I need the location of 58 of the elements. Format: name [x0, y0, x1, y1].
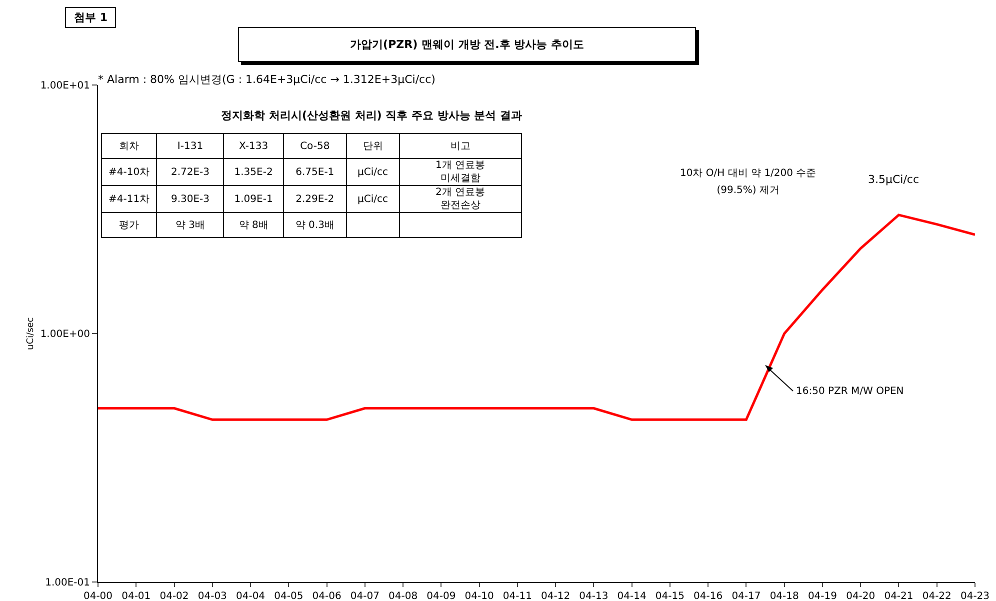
- annotation: * Alarm : 80% 임시변경(G : 1.64E+3µCi/cc → 1.312E+3µCi/cc): [98, 72, 436, 87]
- annotation: 1.35E-2: [224, 158, 284, 186]
- x-tick-label: 04-21: [884, 591, 914, 601]
- annotation: 회차: [102, 134, 157, 158]
- x-tick-label: 04-07: [350, 591, 380, 601]
- annotation: 3.5µCi/cc: [868, 173, 920, 186]
- line-series: [98, 214, 975, 421]
- x-tick-label: 04-20: [846, 591, 876, 601]
- annotation: 약 0.3배: [283, 212, 347, 238]
- text: 첨부 1: [65, 7, 116, 28]
- annotation: #4-10차: [102, 158, 157, 186]
- y-tick-label: 1.00E+01: [40, 80, 90, 92]
- x-tick-label: 04-08: [388, 591, 418, 601]
- x-tick-label: 04-11: [502, 591, 532, 601]
- annotation: 2개 연료봉 완전손상: [399, 186, 522, 212]
- x-tick-label: 04-05: [274, 591, 304, 601]
- x-tick-label: 04-23: [960, 591, 990, 601]
- annotation: 6.75E-1: [283, 158, 347, 186]
- y-tick-label: 1.00E+00: [40, 329, 90, 340]
- chart-title: 가압기(PZR) 맨웨이 개방 전.후 방사능 추이도: [238, 27, 696, 62]
- x-tick-label: 04-03: [198, 591, 227, 601]
- annotation: 평가: [102, 212, 157, 238]
- annotation: 2.72E-3: [156, 158, 224, 186]
- x-tick-label: 04-16: [694, 591, 723, 601]
- x-tick-label: 04-17: [732, 591, 761, 601]
- x-tick-label: 04-02: [160, 591, 189, 601]
- x-tick-label: 04-06: [312, 591, 342, 601]
- x-tick-label: 04-09: [426, 591, 456, 601]
- annotation: #4-11차: [102, 186, 157, 212]
- annotation: 비고: [399, 134, 522, 158]
- x-tick-label: 04-04: [236, 591, 266, 601]
- x-tick-label: 04-01: [122, 591, 151, 601]
- annotation: 16:50 PZR M/W OPEN: [796, 386, 904, 397]
- y-axis-title: uCi/sec: [26, 317, 36, 350]
- annotation: µCi/cc: [346, 186, 400, 212]
- y-tick-label: 1.00E-01: [45, 578, 90, 588]
- annotation: I-131: [156, 134, 224, 158]
- annotation: µCi/cc: [346, 158, 400, 186]
- annotation: 1.09E-1: [224, 186, 284, 212]
- x-tick-label: 04-13: [579, 591, 608, 601]
- x-tick-label: 04-19: [808, 591, 838, 601]
- annotation: 약 8배: [224, 212, 284, 238]
- x-tick-label: 04-18: [770, 591, 799, 601]
- text: 정지화학 처리시(산성환원 처리) 직후 주요 방사능 분석 결과: [220, 108, 522, 123]
- annotation: 단위: [346, 134, 400, 158]
- annotation: 10차 O/H 대비 약 1/200 수준 (99.5%) 제거: [680, 167, 816, 198]
- x-tick-label: 04-22: [922, 591, 952, 601]
- annotation: X-133: [224, 134, 284, 158]
- annotation: 9.30E-3: [156, 186, 224, 212]
- annotation: Co-58: [283, 134, 347, 158]
- x-tick-label: 04-12: [541, 591, 570, 601]
- x-tick-label: 04-14: [617, 591, 646, 601]
- x-tick-label: 04-10: [464, 591, 494, 601]
- annotation: 1개 연료봉 미세결함: [399, 158, 522, 186]
- x-tick-label: 04-15: [655, 591, 684, 601]
- annotation: 약 3배: [156, 212, 224, 238]
- x-tick-label: 04-00: [83, 591, 113, 601]
- annotation: 2.29E-2: [283, 186, 347, 212]
